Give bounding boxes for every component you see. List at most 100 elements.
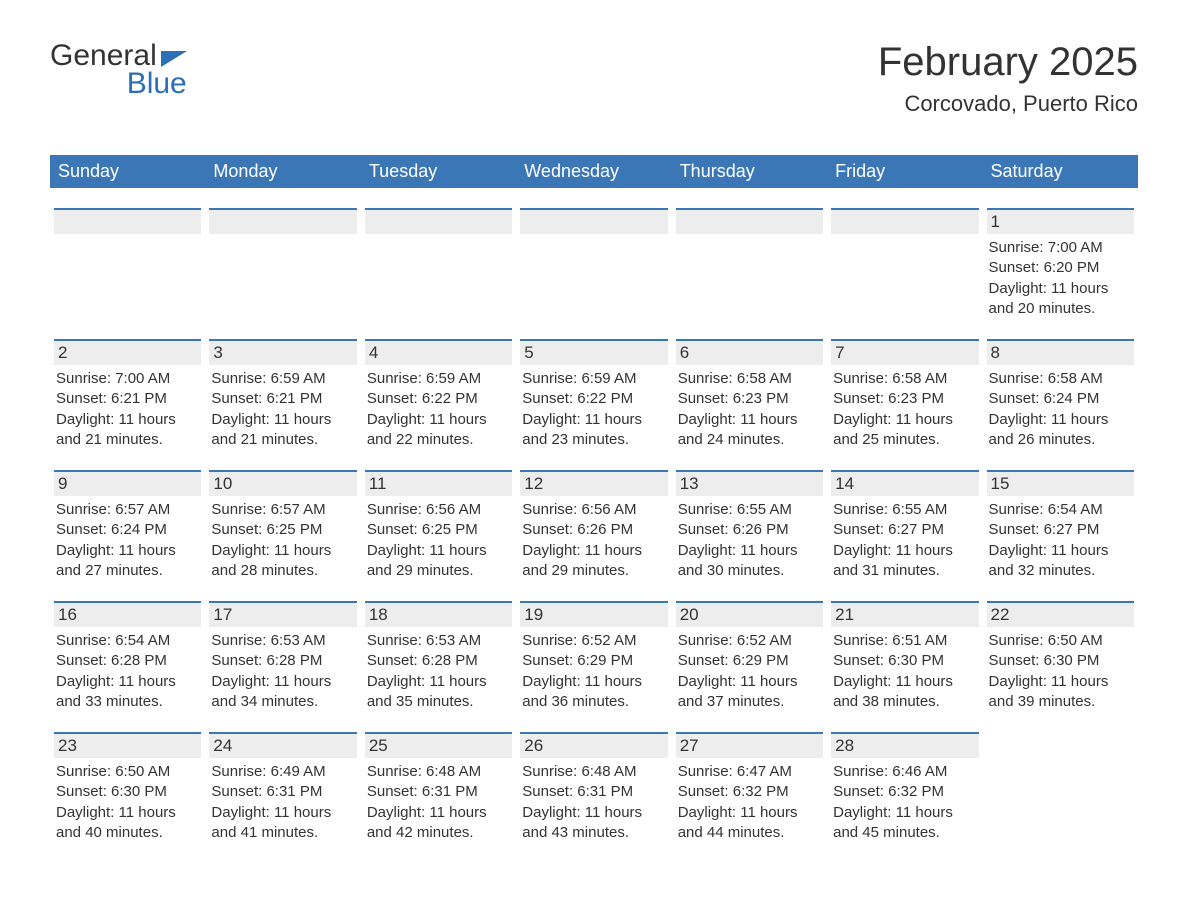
day-cell	[672, 208, 827, 319]
day-cell: 2Sunrise: 7:00 AMSunset: 6:21 PMDaylight…	[50, 339, 205, 450]
detail-line: Sunrise: 6:53 AM	[211, 631, 354, 651]
day-cell: 16Sunrise: 6:54 AMSunset: 6:28 PMDayligh…	[50, 601, 205, 712]
detail-line: and 36 minutes.	[522, 692, 665, 712]
day-details: Sunrise: 6:46 AMSunset: 6:32 PMDaylight:…	[831, 758, 978, 843]
day-number: 12	[520, 470, 667, 496]
day-header-cell: Friday	[827, 155, 982, 188]
day-cell	[516, 208, 671, 319]
day-cell: 28Sunrise: 6:46 AMSunset: 6:32 PMDayligh…	[827, 732, 982, 843]
detail-line: and 22 minutes.	[367, 430, 510, 450]
detail-line: and 33 minutes.	[56, 692, 199, 712]
day-details: Sunrise: 6:57 AMSunset: 6:24 PMDaylight:…	[54, 496, 201, 581]
detail-line: Sunset: 6:32 PM	[678, 782, 821, 802]
day-number: 3	[209, 339, 356, 365]
day-cell: 24Sunrise: 6:49 AMSunset: 6:31 PMDayligh…	[205, 732, 360, 843]
day-number: 24	[209, 732, 356, 758]
day-cell: 1Sunrise: 7:00 AMSunset: 6:20 PMDaylight…	[983, 208, 1138, 319]
detail-line: and 31 minutes.	[833, 561, 976, 581]
detail-line: Daylight: 11 hours	[56, 803, 199, 823]
empty-day-bar	[365, 208, 512, 234]
detail-line: and 44 minutes.	[678, 823, 821, 843]
day-cell: 13Sunrise: 6:55 AMSunset: 6:26 PMDayligh…	[672, 470, 827, 581]
day-cell	[983, 732, 1138, 843]
detail-line: Sunset: 6:25 PM	[211, 520, 354, 540]
day-number: 17	[209, 601, 356, 627]
day-details: Sunrise: 6:49 AMSunset: 6:31 PMDaylight:…	[209, 758, 356, 843]
day-header-cell: Thursday	[672, 155, 827, 188]
day-details: Sunrise: 6:47 AMSunset: 6:32 PMDaylight:…	[676, 758, 823, 843]
day-details: Sunrise: 6:59 AMSunset: 6:22 PMDaylight:…	[365, 365, 512, 450]
day-number: 28	[831, 732, 978, 758]
day-number: 15	[987, 470, 1134, 496]
detail-line: Daylight: 11 hours	[211, 541, 354, 561]
day-header-cell: Tuesday	[361, 155, 516, 188]
detail-line: and 43 minutes.	[522, 823, 665, 843]
detail-line: Daylight: 11 hours	[56, 410, 199, 430]
day-number: 11	[365, 470, 512, 496]
day-number: 22	[987, 601, 1134, 627]
detail-line: and 28 minutes.	[211, 561, 354, 581]
detail-line: and 41 minutes.	[211, 823, 354, 843]
detail-line: Sunset: 6:21 PM	[56, 389, 199, 409]
logo-flag-icon	[161, 51, 187, 67]
day-number: 9	[54, 470, 201, 496]
day-header-cell: Wednesday	[516, 155, 671, 188]
day-cell: 12Sunrise: 6:56 AMSunset: 6:26 PMDayligh…	[516, 470, 671, 581]
detail-line: Daylight: 11 hours	[56, 672, 199, 692]
day-cell: 14Sunrise: 6:55 AMSunset: 6:27 PMDayligh…	[827, 470, 982, 581]
detail-line: and 40 minutes.	[56, 823, 199, 843]
day-details: Sunrise: 6:55 AMSunset: 6:26 PMDaylight:…	[676, 496, 823, 581]
detail-line: Daylight: 11 hours	[211, 672, 354, 692]
detail-line: Sunrise: 6:59 AM	[367, 369, 510, 389]
detail-line: Daylight: 11 hours	[211, 410, 354, 430]
day-number: 7	[831, 339, 978, 365]
detail-line: and 42 minutes.	[367, 823, 510, 843]
detail-line: and 39 minutes.	[989, 692, 1132, 712]
detail-line: Sunset: 6:27 PM	[989, 520, 1132, 540]
detail-line: and 27 minutes.	[56, 561, 199, 581]
day-cell: 23Sunrise: 6:50 AMSunset: 6:30 PMDayligh…	[50, 732, 205, 843]
day-number: 1	[987, 208, 1134, 234]
location-subtitle: Corcovado, Puerto Rico	[878, 91, 1138, 117]
detail-line: Daylight: 11 hours	[989, 672, 1132, 692]
day-header-cell: Saturday	[983, 155, 1138, 188]
day-cell	[361, 208, 516, 319]
detail-line: and 38 minutes.	[833, 692, 976, 712]
day-details: Sunrise: 6:56 AMSunset: 6:25 PMDaylight:…	[365, 496, 512, 581]
day-cell: 17Sunrise: 6:53 AMSunset: 6:28 PMDayligh…	[205, 601, 360, 712]
detail-line: Daylight: 11 hours	[678, 803, 821, 823]
detail-line: Daylight: 11 hours	[211, 803, 354, 823]
day-cell	[205, 208, 360, 319]
detail-line: and 21 minutes.	[56, 430, 199, 450]
week-row: 1Sunrise: 7:00 AMSunset: 6:20 PMDaylight…	[50, 208, 1138, 319]
day-details: Sunrise: 6:53 AMSunset: 6:28 PMDaylight:…	[209, 627, 356, 712]
day-number: 8	[987, 339, 1134, 365]
detail-line: Sunrise: 6:57 AM	[211, 500, 354, 520]
detail-line: Daylight: 11 hours	[367, 541, 510, 561]
detail-line: Sunrise: 6:52 AM	[678, 631, 821, 651]
day-details: Sunrise: 6:57 AMSunset: 6:25 PMDaylight:…	[209, 496, 356, 581]
calendar-table: SundayMondayTuesdayWednesdayThursdayFrid…	[50, 135, 1138, 863]
detail-line: Sunset: 6:24 PM	[989, 389, 1132, 409]
empty-day-bar	[209, 208, 356, 234]
day-number: 4	[365, 339, 512, 365]
day-header-cell: Sunday	[50, 155, 205, 188]
detail-line: Sunrise: 6:56 AM	[522, 500, 665, 520]
day-cell: 21Sunrise: 6:51 AMSunset: 6:30 PMDayligh…	[827, 601, 982, 712]
day-number: 25	[365, 732, 512, 758]
detail-line: and 37 minutes.	[678, 692, 821, 712]
week-row: 23Sunrise: 6:50 AMSunset: 6:30 PMDayligh…	[50, 732, 1138, 843]
detail-line: Sunset: 6:22 PM	[522, 389, 665, 409]
day-number: 18	[365, 601, 512, 627]
week-row: 2Sunrise: 7:00 AMSunset: 6:21 PMDaylight…	[50, 339, 1138, 450]
day-number: 27	[676, 732, 823, 758]
day-details: Sunrise: 6:58 AMSunset: 6:23 PMDaylight:…	[831, 365, 978, 450]
day-details: Sunrise: 6:54 AMSunset: 6:28 PMDaylight:…	[54, 627, 201, 712]
detail-line: Daylight: 11 hours	[678, 410, 821, 430]
detail-line: and 21 minutes.	[211, 430, 354, 450]
detail-line: Sunset: 6:31 PM	[211, 782, 354, 802]
detail-line: Sunrise: 6:48 AM	[367, 762, 510, 782]
week-row: 9Sunrise: 6:57 AMSunset: 6:24 PMDaylight…	[50, 470, 1138, 581]
day-cell: 5Sunrise: 6:59 AMSunset: 6:22 PMDaylight…	[516, 339, 671, 450]
detail-line: Sunset: 6:29 PM	[678, 651, 821, 671]
